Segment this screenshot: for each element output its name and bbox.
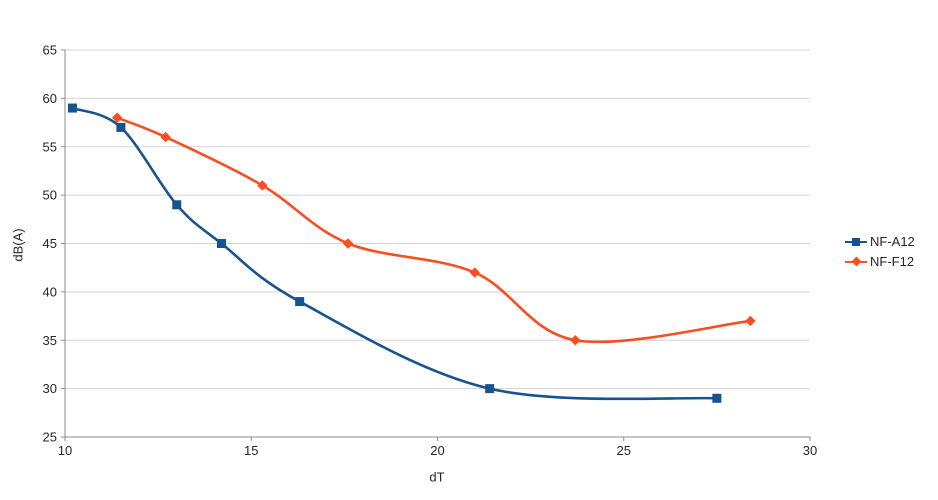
y-tick-label: 55 <box>43 139 57 154</box>
marker-NF-F12 <box>469 267 480 278</box>
y-tick-label: 40 <box>43 284 57 299</box>
y-tick-label: 25 <box>43 430 57 445</box>
legend-item-nf-f12: NF-F12 <box>845 254 915 269</box>
y-tick-label: 60 <box>43 91 57 106</box>
y-tick-label: 65 <box>43 43 57 58</box>
y-tick-label: 30 <box>43 381 57 396</box>
y-tick-label: 35 <box>43 333 57 348</box>
marker-NF-A12 <box>295 297 305 307</box>
marker-NF-A12 <box>712 393 722 403</box>
legend-label: NF-F12 <box>870 254 915 269</box>
y-axis-title: dB(A) <box>10 228 26 262</box>
marker-NF-A12 <box>485 384 495 394</box>
marker-NF-F12 <box>342 238 354 249</box>
legend-marker-square-icon <box>845 236 867 247</box>
marker-NF-F12 <box>257 180 268 191</box>
marker-NF-A12 <box>67 103 77 113</box>
x-tick-label: 25 <box>617 443 631 458</box>
y-tick-label: 45 <box>43 236 57 251</box>
series-line-NF-A12 <box>71 106 719 401</box>
marker-NF-A12 <box>116 122 126 132</box>
series-line-NF-F12 <box>115 116 752 344</box>
marker-NF-F12 <box>745 315 756 327</box>
legend-item-nf-a12: NF-A12 <box>845 234 915 249</box>
legend-label: NF-A12 <box>870 234 915 249</box>
x-axis-title: dT <box>429 469 445 485</box>
marker-NF-A12 <box>172 200 182 210</box>
x-tick-label: 20 <box>430 443 444 458</box>
y-tick-label: 50 <box>43 188 57 203</box>
x-tick-label: 10 <box>58 443 72 458</box>
legend-marker-diamond-icon <box>845 256 867 267</box>
legend: NF-A12 NF-F12 <box>845 234 915 269</box>
x-tick-label: 15 <box>244 443 258 458</box>
marker-NF-F12 <box>111 112 123 123</box>
marker-NF-F12 <box>570 335 581 346</box>
marker-NF-F12 <box>160 131 171 143</box>
x-tick-label: 30 <box>803 443 817 458</box>
marker-NF-A12 <box>216 239 226 248</box>
